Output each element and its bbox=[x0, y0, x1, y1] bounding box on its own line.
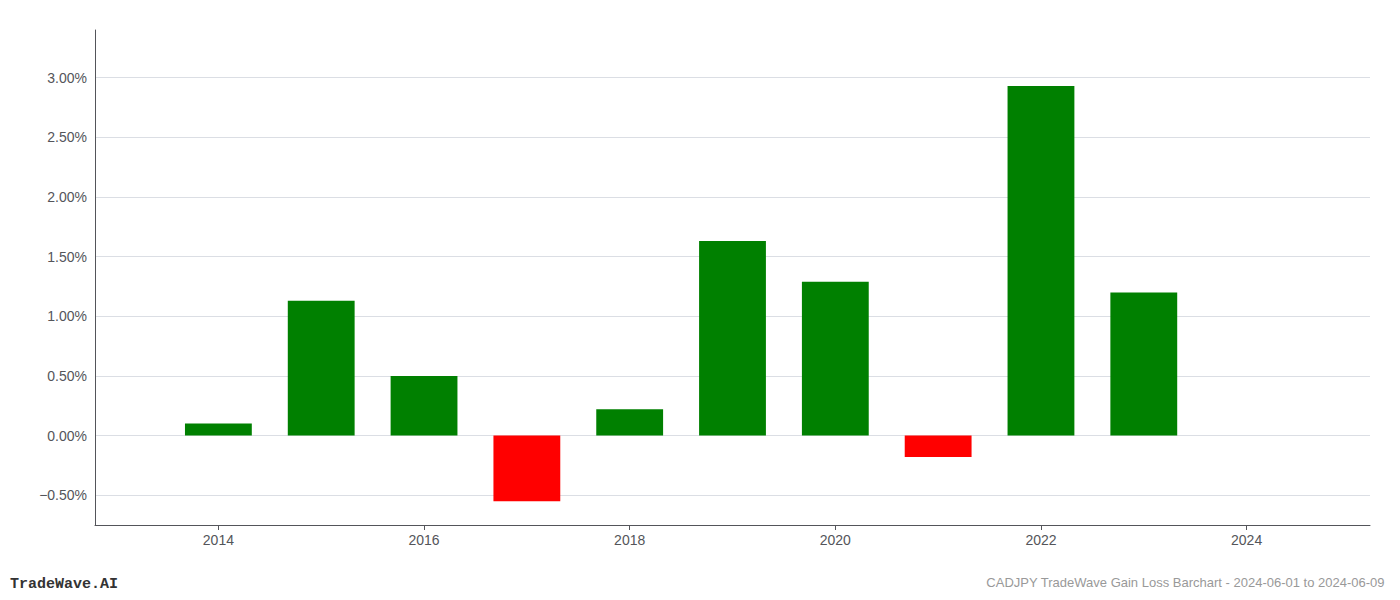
svg-text:2018: 2018 bbox=[614, 532, 645, 548]
svg-text:3.00%: 3.00% bbox=[47, 70, 87, 86]
svg-text:CADJPY TradeWave Gain Loss Bar: CADJPY TradeWave Gain Loss Barchart - 20… bbox=[986, 575, 1384, 590]
svg-text:2.50%: 2.50% bbox=[47, 129, 87, 145]
svg-text:TradeWave.AI: TradeWave.AI bbox=[10, 576, 118, 593]
svg-text:0.00%: 0.00% bbox=[47, 428, 87, 444]
svg-text:2024: 2024 bbox=[1231, 532, 1262, 548]
svg-text:2.00%: 2.00% bbox=[47, 189, 87, 205]
svg-text:2016: 2016 bbox=[408, 532, 439, 548]
svg-text:2020: 2020 bbox=[820, 532, 851, 548]
svg-text:−0.50%: −0.50% bbox=[39, 487, 87, 503]
svg-text:1.50%: 1.50% bbox=[47, 249, 87, 265]
svg-text:0.50%: 0.50% bbox=[47, 368, 87, 384]
svg-text:1.00%: 1.00% bbox=[47, 308, 87, 324]
svg-text:2014: 2014 bbox=[203, 532, 234, 548]
svg-text:2022: 2022 bbox=[1025, 532, 1056, 548]
